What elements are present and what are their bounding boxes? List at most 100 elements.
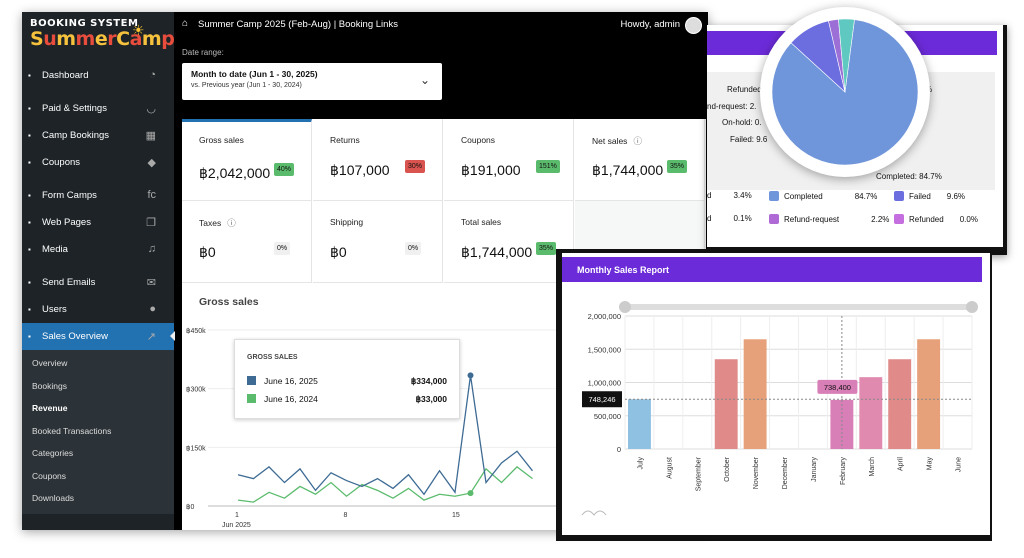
legend-item[interactable]: d 3.4%	[707, 191, 752, 200]
range-slider-handle-left[interactable]	[619, 301, 631, 313]
range-slider-handle-right[interactable]	[966, 301, 978, 313]
mail-icon: ✉	[146, 277, 156, 289]
date-range-select[interactable]: Month to date (Jun 1 - 30, 2025) vs. Pre…	[182, 63, 442, 100]
legend-item[interactable]: d 0.1%	[707, 214, 752, 223]
y-tick-label: 1,500,000	[588, 345, 621, 354]
stat-total-sales[interactable]: Total sales ฿1,744,000 35%	[444, 201, 574, 283]
bar-value-label-bg	[817, 379, 858, 394]
stat-label-text: Taxes	[199, 218, 222, 228]
stat-value: ฿191,000	[461, 162, 521, 178]
menu-bullet-icon: ▪	[28, 218, 31, 227]
x-tick-label: January	[811, 457, 818, 482]
sidebar-item-label: Coupons	[42, 157, 81, 168]
x-tick-label: 15	[452, 512, 460, 519]
submenu-item[interactable]: Bookings	[32, 380, 67, 391]
legend-item[interactable]: Refunded 0.0%	[894, 214, 978, 224]
stat-net-sales[interactable]: Net sales ⓘ ฿1,744,000 35%	[575, 119, 705, 201]
submenu-item[interactable]: Revenue	[32, 403, 68, 414]
y-tick-label: ฿300k	[186, 386, 206, 394]
series-2025-point[interactable]	[467, 372, 474, 379]
bar-july[interactable]	[628, 399, 651, 449]
sidebar-item-label: Media	[42, 244, 68, 255]
stat-gross-sales[interactable]: Gross sales ฿2,042,000 40%	[182, 119, 312, 201]
menu-bullet-icon: ▪	[28, 131, 31, 140]
stat-value: ฿2,042,000	[199, 165, 271, 181]
stat-value: ฿0	[330, 244, 347, 260]
logo[interactable]: BOOKING SYSTEM SummerCamp ☀	[22, 12, 175, 62]
sidebar-item-label: Send Emails	[42, 277, 96, 288]
bar-october[interactable]	[714, 359, 738, 449]
tooltip-value: ฿334,000	[410, 376, 447, 386]
info-icon[interactable]: ⓘ	[227, 218, 236, 228]
sidebar-item-web-pages[interactable]: ▪ Web Pages ❐	[22, 209, 174, 236]
info-icon[interactable]: ⓘ	[633, 136, 642, 146]
sidebar-item-label: Web Pages	[42, 217, 91, 228]
stat-label: Coupons	[461, 135, 573, 145]
bar-march[interactable]	[859, 377, 883, 449]
stats-grid: Gross sales ฿2,042,000 40% Returns ฿107,000 3…	[182, 119, 706, 285]
pie-slice-other[interactable]	[838, 18, 855, 93]
sidebar-item-coupons[interactable]: ▪ Coupons ◆	[22, 149, 174, 176]
bar-may[interactable]	[917, 339, 941, 449]
stat-value: ฿0	[199, 244, 216, 260]
stat-value: ฿1,744,000	[592, 162, 664, 178]
sidebar-item-label: Camp Bookings	[42, 130, 110, 141]
x-tick-label: July	[637, 457, 644, 470]
stat-returns[interactable]: Returns ฿107,000 30%	[313, 119, 443, 201]
stat-taxes[interactable]: Taxes ⓘ ฿0 0%	[182, 201, 312, 283]
stat-change-badge: 40%	[274, 163, 295, 176]
sidebar-item-dashboard[interactable]: ▪ Dashboard ◔	[22, 62, 174, 89]
submenu-item[interactable]: Downloads	[32, 493, 75, 504]
stat-change-badge: 35%	[536, 242, 557, 255]
stat-coupons[interactable]: Coupons ฿191,000 151%	[444, 119, 574, 201]
greeting[interactable]: Howdy, admin	[620, 19, 681, 30]
sidebar-item-users[interactable]: ▪ Users ●	[22, 296, 174, 323]
stat-change-badge: 0%	[274, 242, 291, 255]
stat-label: Gross sales	[199, 135, 311, 145]
legend-name: Failed	[909, 192, 931, 201]
menu-bullet-icon: ▪	[28, 305, 31, 314]
x-axis-sub-label: Jun 2025	[222, 522, 251, 529]
series-2024-point[interactable]	[467, 490, 474, 497]
legend-value: 3.4%	[733, 191, 752, 200]
pie-plot	[771, 18, 919, 166]
submenu-item[interactable]: Overview	[32, 358, 68, 369]
sidebar-item-media[interactable]: ▪ Media ♫	[22, 236, 174, 263]
sidebar-item-label: Paid & Settings	[42, 103, 107, 114]
sidebar-item-label: Users	[42, 304, 67, 315]
y-crosshair-label-bg	[582, 391, 622, 408]
sidebar-item-sales-overview[interactable]: ▪ Sales Overview ↗	[22, 323, 175, 350]
avatar[interactable]	[685, 17, 702, 34]
legend-swatch	[769, 191, 779, 201]
sidebar-item-form-camps[interactable]: ▪ Form Camps fc	[22, 182, 174, 209]
status-pie-chart	[760, 7, 930, 177]
menu-bullet-icon: ▪	[28, 104, 31, 113]
bar-value-label: 738,400	[824, 383, 851, 392]
submenu-item[interactable]: Booked Transactions	[32, 425, 112, 436]
tooltip-row: June 16, 2024 ฿33,000	[247, 394, 447, 404]
y-tick-label: 500,000	[594, 412, 621, 421]
submenu-item[interactable]: Coupons	[32, 470, 67, 481]
y-tick-label: ฿150k	[186, 444, 206, 452]
page-title[interactable]: Summer Camp 2025 (Feb-Aug) | Booking Lin…	[198, 19, 398, 30]
bar-april[interactable]	[888, 359, 912, 449]
stat-change-badge: 151%	[536, 160, 560, 173]
stat-label: Taxes ⓘ	[199, 217, 311, 229]
legend-item[interactable]: Completed 84.7%	[769, 191, 877, 201]
submenu-item[interactable]: Categories	[32, 448, 74, 459]
status-label: Refunded: 0	[727, 85, 771, 94]
sidebar-item-camp-bookings[interactable]: ▪ Camp Bookings ▦	[22, 122, 174, 149]
bar-november[interactable]	[743, 339, 767, 449]
x-tick-label: March	[869, 457, 876, 477]
stat-label-text: Net sales	[592, 136, 628, 146]
home-icon[interactable]: ⌂	[182, 18, 189, 29]
x-tick-label: September	[695, 456, 702, 491]
legend-item[interactable]: Refund-request 2.2%	[769, 214, 889, 224]
date-range-label: Date range:	[182, 48, 224, 57]
stat-shipping[interactable]: Shipping ฿0 0%	[313, 201, 443, 283]
sidebar-item-paid-settings[interactable]: ▪ Paid & Settings ◡	[22, 95, 174, 122]
legend-item[interactable]: Failed 9.6%	[894, 191, 965, 201]
monthly-card-title: Monthly Sales Report	[577, 265, 670, 275]
sidebar-item-send-emails[interactable]: ▪ Send Emails ✉	[22, 269, 174, 296]
stat-label: Shipping	[330, 217, 442, 227]
